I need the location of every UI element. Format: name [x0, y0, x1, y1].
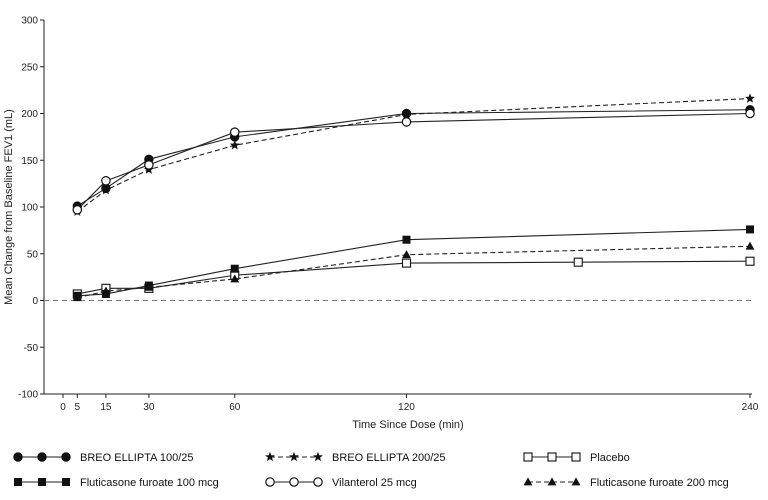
- legend-marker: [523, 452, 533, 462]
- legend-item: BREO ELLIPTA 200/25: [265, 451, 446, 464]
- data-point: [745, 256, 755, 266]
- y-tick-label: -100: [18, 390, 38, 401]
- legend-marker: [289, 451, 299, 462]
- data-point: [230, 274, 240, 283]
- x-tick-label: 30: [143, 402, 155, 413]
- x-tick-label: 120: [398, 402, 415, 413]
- legend-marker: [313, 477, 323, 487]
- legend-marker: [571, 477, 581, 486]
- legend-marker: [547, 477, 557, 486]
- data-point: [573, 257, 583, 267]
- legend-item: BREO ELLIPTA 100/25: [13, 452, 194, 464]
- x-tick-label: 0: [60, 402, 66, 413]
- data-point: [144, 160, 154, 170]
- legend: BREO ELLIPTA 100/25 BREO ELLIPTA 200/25 Pl…: [13, 451, 729, 489]
- series-line: [77, 260, 751, 295]
- y-tick-label: 50: [27, 249, 39, 260]
- data-point: [401, 109, 412, 119]
- y-tick-label: 100: [21, 203, 38, 214]
- series-3: [72, 256, 755, 299]
- legend-marker: [14, 478, 22, 486]
- legend-item: Fluticasone furoate 200 mcg: [523, 477, 729, 489]
- x-tick-label: 5: [75, 402, 81, 413]
- legend-marker: [265, 451, 275, 462]
- x-tick-label: 15: [100, 402, 112, 413]
- data-point: [230, 264, 239, 273]
- legend-marker: [62, 478, 70, 486]
- data-point: [401, 258, 412, 268]
- legend-label: Vilanterol 25 mcg: [332, 477, 417, 489]
- x-tick-label: 60: [229, 402, 241, 413]
- legend-item: Placebo: [523, 452, 630, 464]
- data-point: [745, 93, 755, 103]
- legend-label: Fluticasone furoate 100 mcg: [80, 477, 219, 489]
- plot-area: [44, 93, 755, 302]
- data-point: [229, 140, 240, 150]
- legend-marker: [13, 452, 23, 462]
- legend-marker: [313, 451, 323, 462]
- legend-marker: [61, 452, 71, 462]
- legend-marker: [547, 452, 557, 462]
- data-point: [402, 235, 411, 244]
- legend-marker: [289, 477, 299, 487]
- legend-item: Fluticasone furoate 100 mcg: [14, 477, 219, 489]
- y-tick-label: 300: [21, 16, 38, 27]
- series-line: [77, 245, 751, 299]
- series-line: [77, 228, 751, 297]
- y-axis-title: Mean Change from Baseline FEV1 (mL): [3, 109, 15, 305]
- data-point: [229, 127, 240, 137]
- legend-label: Placebo: [590, 452, 630, 464]
- legend-label: Fluticasone furoate 200 mcg: [590, 477, 729, 489]
- legend-label: BREO ELLIPTA 100/25: [80, 452, 194, 464]
- legend-marker: [265, 477, 275, 487]
- y-tick-label: 250: [21, 62, 38, 73]
- series-6: [72, 241, 755, 302]
- data-point: [72, 205, 83, 215]
- data-point: [402, 250, 411, 259]
- data-point: [101, 176, 111, 186]
- y-tick-label: 0: [32, 296, 38, 307]
- data-point: [746, 225, 754, 234]
- legend-label: BREO ELLIPTA 200/25: [332, 452, 446, 464]
- data-point: [101, 286, 111, 295]
- y-tick-label: -50: [24, 343, 39, 354]
- legend-marker: [37, 452, 47, 462]
- data-point: [745, 241, 755, 250]
- data-point: [144, 282, 154, 291]
- data-point: [745, 108, 755, 119]
- y-tick-label: 150: [21, 156, 38, 167]
- series-5: [72, 108, 755, 215]
- legend-marker: [571, 452, 581, 462]
- data-point: [100, 184, 111, 195]
- legend-marker: [523, 477, 533, 486]
- series-line: [76, 97, 751, 213]
- legend-item: Vilanterol 25 mcg: [265, 477, 417, 489]
- series-line: [77, 109, 751, 207]
- series-line: [76, 112, 751, 211]
- legend-marker: [38, 478, 46, 486]
- x-tick-label: 240: [742, 402, 759, 413]
- data-point: [401, 117, 412, 127]
- x-axis-title: Time Since Dose (min): [352, 419, 463, 431]
- data-point: [72, 293, 82, 302]
- y-tick-label: 200: [21, 109, 38, 120]
